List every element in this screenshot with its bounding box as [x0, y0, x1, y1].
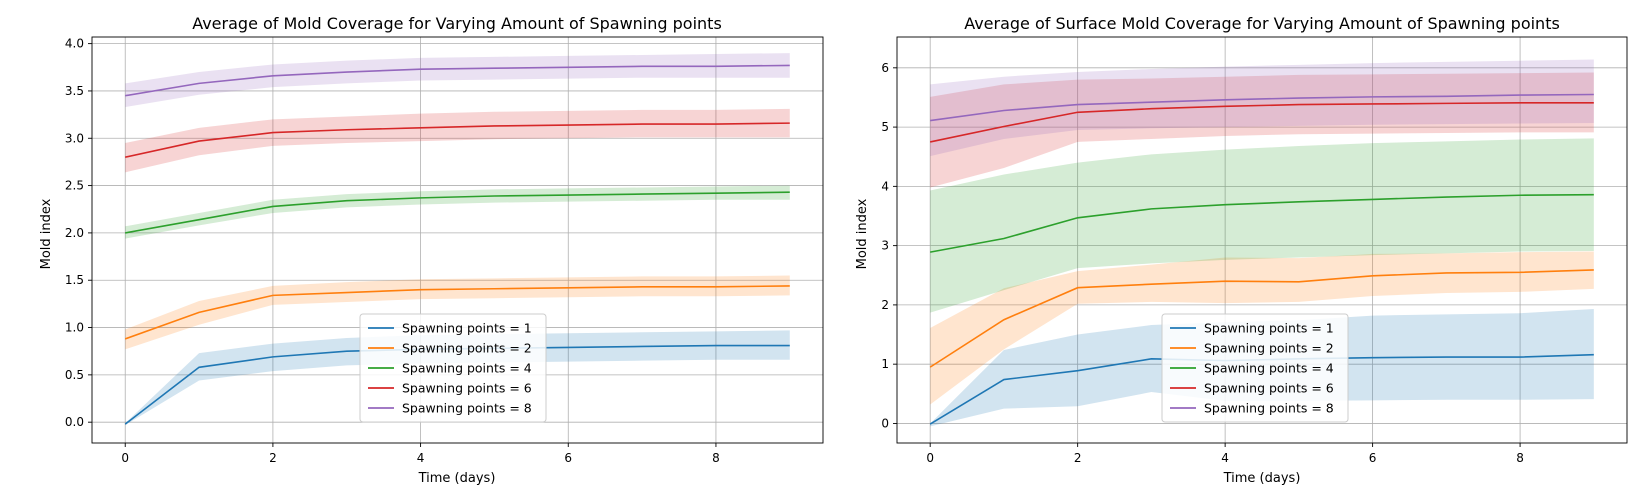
y-tick-label: 5	[881, 120, 889, 134]
x-tick-label: 6	[564, 451, 572, 465]
y-tick-label: 1	[881, 357, 889, 371]
x-tick-label: 4	[1221, 451, 1229, 465]
ticks: 0 2 4 6 8 0.0 0.5 1.0 1.5 2.0 2.5 3.0 3.5 4.0	[65, 37, 720, 465]
ticks: 0 2 4 6 8 0 1 2 3 4 5 6	[881, 61, 1524, 465]
legend-entry: Spawning points = 4	[402, 361, 532, 376]
band-series-4	[930, 59, 1594, 157]
grid	[897, 37, 1627, 443]
plot-frame	[896, 36, 1628, 444]
legend-entry: Spawning points = 4	[1204, 361, 1334, 376]
line-series-4	[930, 93, 1594, 122]
y-tick-label: 2	[881, 298, 889, 312]
band-series-1	[930, 251, 1594, 405]
legend-entry: Spawning points = 2	[1204, 341, 1334, 356]
legend-box	[1161, 313, 1349, 423]
x-tick-label: 0	[926, 451, 934, 465]
line-series-4	[125, 64, 790, 97]
y-axis-label: Mold index	[39, 198, 54, 269]
y-axis-label: Mold index	[855, 198, 870, 269]
y-tick-label: 1.5	[65, 273, 84, 287]
legend-entry: Spawning points = 1	[1204, 321, 1334, 336]
x-tick-label: 4	[417, 451, 425, 465]
x-tick-label: 6	[1369, 451, 1377, 465]
y-tick-label: 2.5	[65, 179, 84, 193]
legend-entry: Spawning points = 8	[1204, 401, 1334, 416]
legend-entry: Spawning points = 6	[402, 381, 532, 396]
line-series-3	[125, 122, 790, 158]
y-tick-label: 3	[881, 239, 889, 253]
y-tick-label: 4.0	[65, 37, 84, 51]
line-series-1	[929, 269, 1594, 368]
series-lines	[929, 93, 1594, 425]
legend: Spawning points = 1 Spawning points = 2 Sp…	[359, 313, 547, 423]
y-tick-label: 0.0	[65, 415, 84, 429]
y-tick-label: 0.5	[65, 368, 84, 382]
x-tick-label: 8	[712, 451, 720, 465]
y-tick-label: 4	[881, 179, 889, 193]
x-tick-label: 0	[121, 451, 129, 465]
line-series-1	[124, 285, 790, 340]
y-tick-label: 1.0	[65, 321, 84, 335]
x-tick-label: 2	[269, 451, 277, 465]
legend-entry: Spawning points = 6	[1204, 381, 1334, 396]
y-tick-label: 3.5	[65, 84, 84, 98]
chart-mold-coverage: 0 2 4 6 8 0.0 0.5 1.0 1.5 2.0 2.5 3.0 3.5 4.0 Spawning…	[39, 14, 824, 486]
legend-box	[359, 313, 547, 423]
x-axis-label: Time (days)	[418, 471, 496, 486]
chart-title: Average of Mold Coverage for Varying Amo…	[192, 14, 722, 33]
x-axis-label: Time (days)	[1223, 471, 1301, 486]
line-series-2	[125, 191, 790, 234]
band-series-2	[125, 185, 790, 239]
legend-entry: Spawning points = 1	[402, 321, 532, 336]
band-series-3	[125, 108, 790, 173]
chart-title: Average of Surface Mold Coverage for Var…	[964, 14, 1560, 33]
line-series-2	[930, 193, 1594, 253]
line-series-3	[930, 101, 1594, 143]
x-tick-label: 8	[1516, 451, 1524, 465]
series-lines	[124, 64, 790, 425]
x-tick-label: 2	[1074, 451, 1082, 465]
legend-entry: Spawning points = 8	[402, 401, 532, 416]
y-tick-label: 6	[881, 61, 889, 75]
legend: Spawning points = 1 Spawning points = 2 Sp…	[1161, 313, 1349, 423]
band-series-3	[930, 72, 1594, 188]
y-tick-label: 3.0	[65, 131, 84, 145]
y-tick-label: 2.0	[65, 226, 84, 240]
plot-frame	[91, 36, 824, 444]
y-tick-label: 0	[881, 416, 889, 430]
legend-entry: Spawning points = 2	[402, 341, 532, 356]
band-series-2	[930, 138, 1594, 313]
band-series-0	[125, 330, 790, 426]
